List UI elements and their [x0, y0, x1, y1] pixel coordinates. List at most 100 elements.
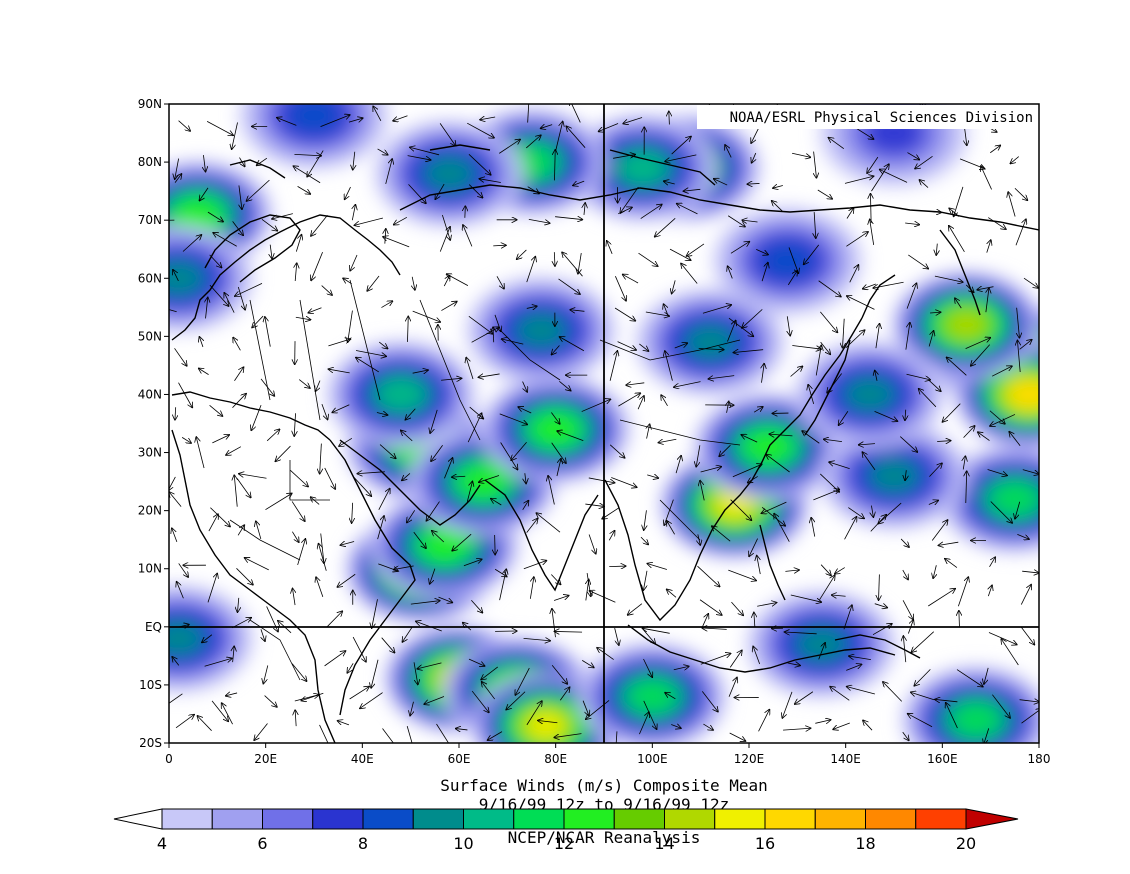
wind-vector	[608, 531, 614, 541]
wind-vector	[1023, 277, 1038, 288]
wind-vector	[290, 470, 308, 486]
wind-vector	[349, 687, 369, 700]
wind-vector	[618, 393, 640, 407]
wind-vector	[348, 118, 363, 123]
wind-vector	[879, 574, 880, 599]
wind-vector	[234, 367, 243, 381]
wind-vector	[401, 431, 413, 442]
wind-vector	[447, 274, 469, 287]
wind-vector	[640, 205, 662, 219]
wind-vector	[1022, 571, 1038, 573]
wind-vector	[665, 693, 676, 700]
wind-vector	[643, 628, 670, 634]
wind-vector	[902, 731, 909, 740]
wind-vector	[609, 566, 625, 567]
wind-vector	[295, 235, 301, 252]
wind-vector	[928, 501, 938, 505]
wind-vector	[261, 629, 265, 641]
wind-vector	[588, 477, 615, 483]
wind-vector	[332, 404, 350, 413]
wind-vector	[813, 489, 839, 501]
wind-vector	[463, 225, 473, 247]
wind-vector	[444, 458, 452, 479]
wind-vector	[949, 226, 965, 253]
wind-vector	[870, 220, 875, 245]
wind-vector	[908, 714, 933, 728]
wind-vector	[674, 381, 701, 387]
lon-tick-label: 80E	[544, 752, 567, 766]
wind-vector	[439, 123, 455, 145]
wind-vector	[378, 341, 387, 348]
wind-vector	[585, 504, 604, 506]
wind-speed-blob	[869, 457, 919, 494]
lat-tick-label: 30N	[138, 446, 162, 460]
wind-vector	[432, 531, 445, 543]
wind-vector	[832, 595, 846, 596]
wind-vector	[818, 280, 841, 297]
wind-vector	[413, 531, 426, 548]
wind-speed-blob	[1009, 380, 1039, 409]
wind-vector	[212, 435, 229, 444]
wind-vector	[643, 658, 653, 677]
wind-vector	[207, 574, 217, 603]
wind-vector	[829, 138, 845, 149]
wind-vector	[412, 276, 415, 290]
wind-vector	[206, 298, 208, 319]
wind-vector	[987, 469, 1007, 476]
wind-vector	[623, 117, 643, 123]
wind-vector	[672, 280, 675, 293]
wind-vector	[843, 605, 852, 630]
wind-vector	[266, 429, 279, 442]
wind-vector	[377, 516, 384, 540]
wind-vector	[412, 370, 428, 373]
wind-vector	[637, 396, 644, 410]
wind-vector	[753, 407, 763, 413]
wind-vector	[496, 276, 504, 288]
coastline-africa	[171, 429, 336, 743]
wind-vector	[643, 700, 657, 729]
wind-vector	[178, 382, 192, 408]
wind-vector	[586, 580, 589, 601]
wind-vector	[202, 634, 213, 643]
wind-vector	[959, 611, 960, 628]
wind-vector	[371, 659, 379, 688]
wind-vector	[729, 732, 746, 741]
wind-vector	[554, 252, 555, 266]
wind-vector	[499, 569, 507, 601]
wind-vector	[573, 180, 585, 185]
wind-vector	[239, 474, 267, 479]
wind-vector	[441, 378, 461, 380]
wind-vector	[782, 691, 793, 718]
wind-vector	[907, 152, 919, 160]
lon-tick-label: 180	[1028, 752, 1051, 766]
wind-vector	[787, 316, 790, 335]
lon-tick-label: 140E	[830, 752, 861, 766]
wind-vector	[849, 656, 871, 661]
wind-vector	[931, 520, 947, 541]
wind-vector	[664, 499, 674, 525]
wind-vector	[835, 567, 845, 574]
wind-vector	[402, 473, 411, 480]
wind-vector	[467, 413, 481, 443]
wind-vector	[847, 687, 875, 695]
wind-vector	[956, 669, 983, 687]
wind-vector	[732, 464, 762, 478]
wind-vector	[235, 283, 263, 296]
wind-vector	[352, 205, 355, 221]
wind-vector	[987, 240, 991, 253]
wind-vector	[965, 338, 991, 349]
wind-vector	[699, 599, 722, 615]
wind-vector	[609, 351, 617, 381]
wind-vector	[766, 455, 790, 473]
wind-vector	[326, 611, 343, 628]
wind-vector	[757, 603, 776, 607]
colorbar-low-triangle	[113, 808, 163, 830]
wind-vector	[954, 186, 964, 216]
wind-vector	[381, 637, 395, 653]
wind-vector	[644, 510, 647, 530]
wind-vector	[870, 515, 886, 532]
wind-vector	[623, 275, 639, 284]
wind-vector	[291, 663, 306, 681]
wind-vector	[992, 694, 1010, 718]
wind-vector	[1015, 219, 1026, 246]
